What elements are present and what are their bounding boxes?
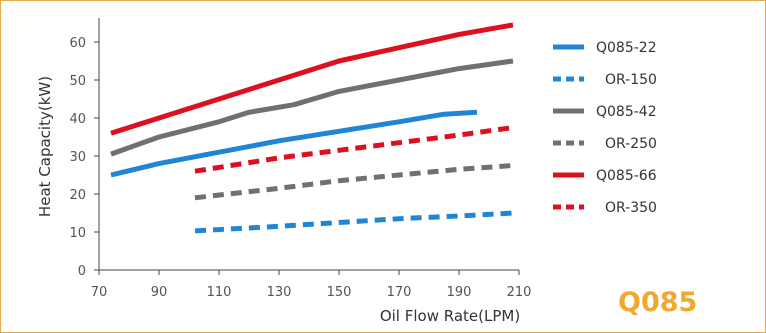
y-axis-label: Heat Capacity(kW) — [36, 76, 54, 217]
x-tick-label: 190 — [447, 285, 472, 300]
y-tick-label: 50 — [69, 74, 86, 89]
x-tick-label: 110 — [207, 285, 232, 300]
x-axis-label: Oil Flow Rate(LPM) — [380, 307, 520, 325]
legend-label: OR-250 — [605, 136, 657, 152]
series-line-q085-22 — [110, 109, 478, 178]
series-line-or-250 — [194, 163, 514, 201]
series-line-or-150 — [194, 210, 514, 234]
x-tick-label: 170 — [387, 285, 412, 300]
legend-label: Q085-66 — [596, 168, 657, 184]
y-tick-label: 0 — [78, 264, 86, 279]
legend-label: OR-350 — [605, 200, 657, 216]
y-tick-label: 20 — [69, 188, 86, 203]
x-tick-label: 150 — [327, 285, 352, 300]
x-tick-label: 70 — [91, 285, 108, 300]
x-tick-label: 90 — [151, 285, 168, 300]
series-line-q085-66 — [110, 22, 514, 136]
y-tick-label: 10 — [69, 226, 86, 241]
brand-label: Q085 — [618, 287, 698, 318]
x-tick-label: 130 — [267, 285, 292, 300]
legend-label: Q085-22 — [596, 40, 657, 56]
series-line-or-350 — [194, 125, 514, 174]
y-tick-label: 40 — [69, 112, 86, 127]
y-tick-label: 30 — [69, 150, 86, 165]
series-line-q085-42 — [110, 58, 514, 157]
y-tick-label: 60 — [69, 36, 86, 51]
legend-label: OR-150 — [605, 72, 657, 88]
legend-label: Q085-42 — [596, 104, 657, 120]
x-tick-label: 210 — [507, 285, 532, 300]
